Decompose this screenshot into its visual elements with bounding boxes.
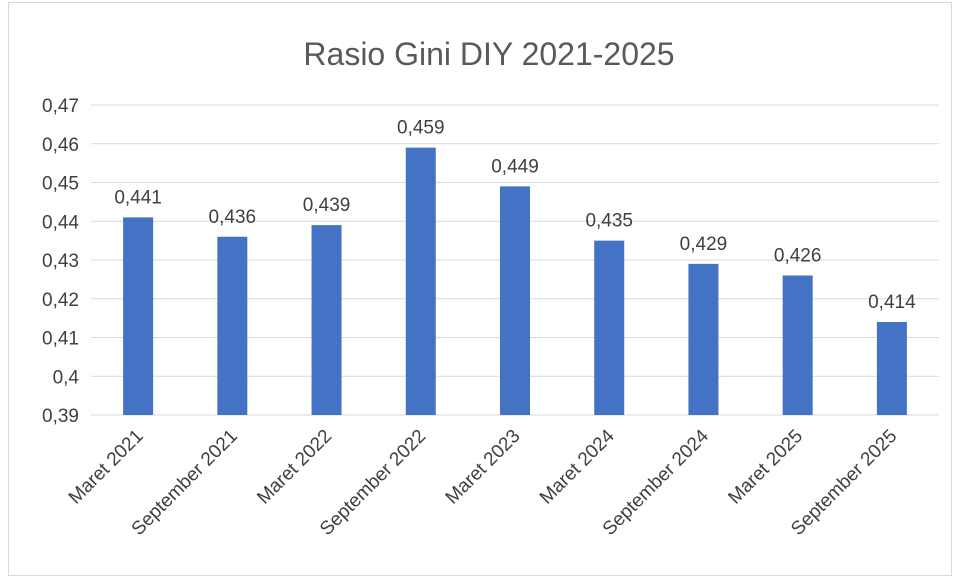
data-label: 0,436	[209, 207, 257, 228]
y-tick-label: 0,39	[42, 406, 79, 427]
data-label: 0,435	[585, 211, 633, 232]
data-label: 0,426	[774, 246, 822, 267]
y-tick-label: 0,47	[42, 96, 79, 117]
x-tick-label: Maret 2024	[536, 425, 619, 508]
bar	[876, 322, 907, 415]
data-labels: 0,441 0,436 0,439 0,459 0,449 0,435 0,429 0,426…	[114, 118, 916, 313]
bar	[688, 263, 719, 415]
y-axis-ticks: 0,39 0,4 0,41 0,42 0,43 0,44 0,45 0,46 0,47	[42, 96, 79, 427]
y-tick-label: 0,41	[42, 329, 79, 350]
bar	[594, 240, 625, 415]
bar	[405, 147, 436, 415]
data-label: 0,429	[680, 234, 728, 255]
data-label: 0,441	[114, 187, 162, 208]
bar	[782, 275, 813, 415]
data-label: 0,439	[303, 195, 351, 216]
y-tick-label: 0,4	[53, 367, 80, 388]
bar-chart: Rasio Gini DIY 2021-2025 0,39 0,4 0,41 0,42…	[42, 36, 939, 540]
bars	[123, 147, 907, 415]
x-tick-label: Maret 2025	[724, 426, 807, 509]
y-tick-label: 0,44	[42, 212, 79, 233]
bar	[123, 217, 154, 415]
y-tick-label: 0,43	[42, 251, 79, 272]
y-tick-label: 0,46	[42, 135, 79, 156]
x-tick-label: Maret 2023	[442, 426, 525, 509]
data-label: 0,459	[397, 118, 445, 139]
data-label: 0,449	[491, 156, 539, 177]
y-tick-label: 0,42	[42, 290, 79, 311]
bar	[500, 186, 530, 415]
chart-container: Rasio Gini DIY 2021-2025 0,39 0,4 0,41 0,42…	[8, 2, 952, 576]
y-tick-label: 0,45	[42, 174, 79, 195]
x-tick-label: Maret 2022	[253, 426, 336, 509]
chart-title: Rasio Gini DIY 2021-2025	[303, 36, 674, 72]
data-label: 0,414	[868, 292, 916, 313]
bar	[311, 225, 342, 415]
x-tick-label: Maret 2021	[65, 426, 148, 509]
bar	[217, 236, 248, 415]
